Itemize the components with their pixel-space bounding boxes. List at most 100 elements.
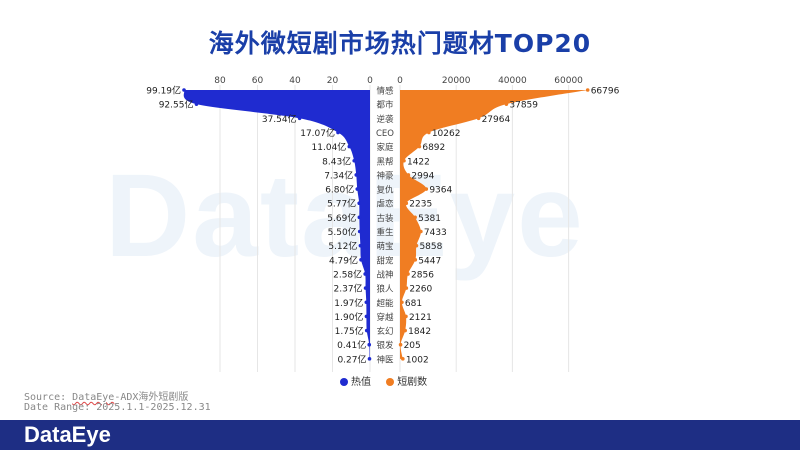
count-data-label: 5381 [418, 214, 441, 224]
legend-item-heat[interactable]: 热值 [340, 373, 371, 388]
heat-data-label: 2.58亿 [333, 268, 362, 280]
count-point [417, 144, 422, 149]
date-range: Date Range: 2025.1.1-2025.12.31 [24, 402, 211, 413]
category-label: 战神 [376, 269, 393, 280]
left-axis-tick: 20 [327, 76, 339, 86]
source-link[interactable]: DataEye [72, 392, 115, 403]
legend: 热值 短剧数 [340, 373, 439, 388]
left-axis-tick: 0 [367, 76, 373, 86]
count-point [404, 201, 409, 205]
heat-point [367, 357, 372, 361]
count-point [398, 342, 403, 347]
heat-point [182, 88, 186, 92]
category-label: 银发 [376, 340, 394, 351]
count-point [404, 286, 409, 290]
heat-point [355, 187, 360, 191]
count-data-label: 1002 [406, 355, 429, 365]
heat-point [358, 243, 363, 248]
count-data-label: 1842 [408, 327, 431, 337]
heat-data-label: 2.37亿 [334, 283, 363, 295]
heat-point [297, 116, 302, 121]
right-axis-tick: 40000 [498, 76, 527, 86]
category-label: 古装 [376, 213, 394, 224]
count-data-label: 2856 [411, 270, 434, 280]
heat-point [194, 102, 199, 106]
count-point [400, 300, 404, 305]
right-axis-tick: 0 [397, 76, 403, 86]
count-data-label: 10262 [432, 129, 461, 139]
heat-point [336, 130, 340, 135]
category-label: 神医 [376, 354, 394, 365]
category-label: 家庭 [376, 142, 394, 153]
chart-title: 海外微短剧市场热门题材TOP20 [208, 29, 592, 58]
heat-area-series [183, 90, 370, 359]
count-data-label: 9364 [429, 186, 452, 196]
count-point [424, 187, 429, 191]
heat-data-label: 1.90亿 [334, 311, 363, 323]
heat-point [363, 286, 368, 290]
count-point [419, 229, 423, 234]
legend-item-count[interactable]: 短剧数 [386, 373, 427, 388]
heat-data-label: 11.04亿 [312, 141, 347, 153]
count-data-label: 2260 [409, 285, 432, 295]
category-label: 情感 [376, 86, 394, 97]
count-data-label: 5858 [419, 242, 442, 252]
heat-point [359, 258, 363, 262]
heat-data-label: 17.07亿 [300, 127, 335, 139]
heat-point [357, 215, 362, 220]
source-prefix: Source: [24, 392, 73, 403]
legend-label-count: 短剧数 [397, 377, 428, 388]
heat-point [347, 144, 352, 149]
heat-data-label: 5.12亿 [328, 240, 357, 252]
legend-label-heat: 热值 [351, 377, 371, 388]
count-point [504, 102, 509, 106]
left-axis-tick: 40 [289, 76, 301, 86]
left-axis-tick: 60 [252, 76, 264, 86]
category-label: 穿越 [376, 312, 394, 323]
heat-point [363, 272, 367, 276]
count-data-label: 2121 [409, 313, 432, 323]
footer-bar: DataEye [0, 420, 800, 450]
count-data-label: 66796 [591, 87, 620, 97]
heat-data-label: 5.50亿 [328, 226, 357, 238]
category-label: 黑帮 [376, 156, 393, 167]
category-label: 重生 [376, 227, 394, 238]
heat-data-label: 8.43亿 [322, 155, 351, 167]
category-label: 萌宝 [376, 241, 393, 252]
heat-point [364, 314, 369, 319]
left-axis-tick: 80 [214, 76, 226, 86]
legend-dot-count [386, 378, 395, 386]
count-data-label: 2994 [411, 171, 434, 181]
category-label: 玄幻 [376, 326, 393, 337]
count-point [585, 88, 590, 92]
right-axis-tick: 20000 [442, 76, 471, 86]
count-point [402, 158, 406, 163]
heat-data-label: 6.80亿 [325, 184, 354, 196]
right-axis-tick: 60000 [554, 76, 583, 86]
count-point [403, 328, 407, 333]
count-point [413, 215, 417, 220]
category-label: 神豪 [376, 170, 394, 181]
count-point [404, 314, 408, 319]
count-data-label: 2235 [409, 200, 432, 210]
category-label: 逆袭 [376, 114, 394, 125]
heat-point [357, 201, 361, 205]
count-data-label: 7433 [424, 228, 447, 238]
heat-data-label: 7.34亿 [324, 169, 353, 181]
heat-point [354, 173, 359, 177]
source-suffix: -ADX海外短剧版 [114, 392, 189, 403]
heat-data-label: 5.69亿 [327, 212, 356, 224]
heat-data-label: 1.97亿 [334, 297, 363, 309]
category-label: 虐恋 [376, 199, 393, 210]
dataeye-logo: DataEye [24, 422, 111, 447]
count-data-label: 37859 [509, 101, 538, 111]
watermark: DataEye [105, 150, 585, 282]
category-label: 复仇 [376, 185, 394, 196]
legend-dot-heat [340, 378, 348, 386]
category-label: CEO [376, 129, 394, 139]
heat-point [367, 342, 372, 347]
count-point [414, 243, 419, 248]
heat-data-label: 99.19亿 [146, 85, 181, 97]
heat-point [364, 328, 369, 333]
